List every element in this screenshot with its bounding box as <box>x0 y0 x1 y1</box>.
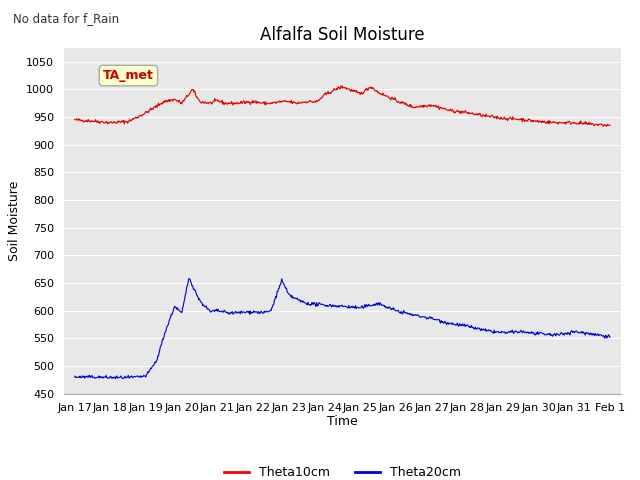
Title: Alfalfa Soil Moisture: Alfalfa Soil Moisture <box>260 25 425 44</box>
Y-axis label: Soil Moisture: Soil Moisture <box>8 180 20 261</box>
Legend: Theta10cm, Theta20cm: Theta10cm, Theta20cm <box>219 461 466 480</box>
Text: No data for f_Rain: No data for f_Rain <box>13 12 119 25</box>
Text: TA_met: TA_met <box>103 69 154 82</box>
X-axis label: Time: Time <box>327 415 358 428</box>
